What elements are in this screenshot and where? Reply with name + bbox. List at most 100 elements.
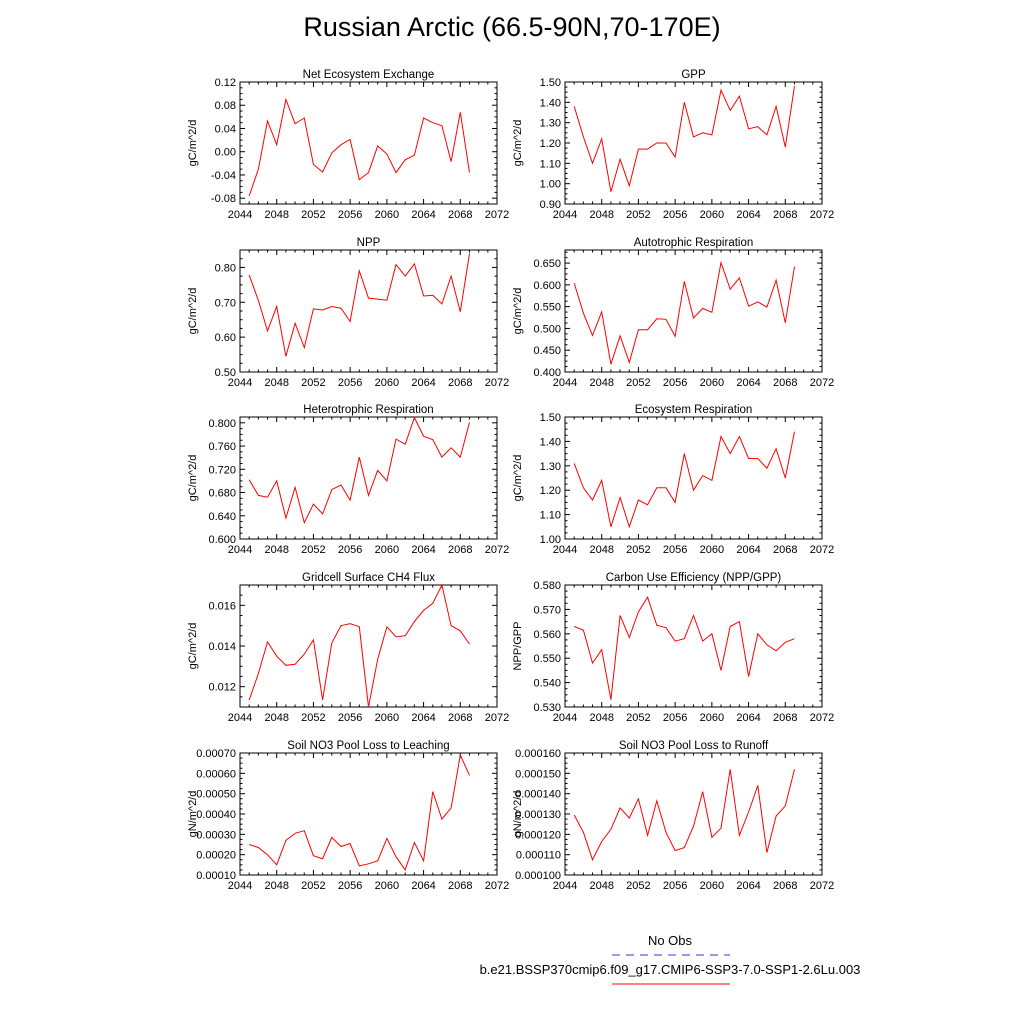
panel-title: Heterotrophic Respiration — [303, 404, 433, 416]
x-tick-label: 2072 — [485, 377, 509, 389]
y-tick-label: -0.08 — [211, 193, 236, 205]
x-tick-label: 2044 — [228, 544, 252, 556]
y-axis-label: gN/m^2/d — [187, 791, 199, 838]
x-tick-label: 2068 — [448, 880, 472, 892]
legend-run-label: b.e21.BSSP370cmip6.f09_g17.CMIP6-SSP3-7.… — [479, 962, 861, 977]
series-line — [573, 86, 795, 192]
y-tick-label: 0.00010 — [196, 870, 236, 882]
y-tick-label: 0.016 — [208, 600, 236, 612]
y-tick-label: 0.680 — [208, 488, 236, 500]
plot-frame — [239, 249, 498, 373]
x-tick-label: 2052 — [626, 377, 650, 389]
y-tick-label: 1.50 — [540, 412, 561, 424]
x-tick-label: 2060 — [700, 880, 724, 892]
x-tick-label: 2072 — [485, 544, 509, 556]
y-tick-label: 1.30 — [540, 118, 561, 130]
y-tick-label: 1.50 — [540, 77, 561, 89]
x-tick-label: 2056 — [338, 880, 362, 892]
y-tick-label: 0.04 — [215, 123, 236, 135]
y-tick-label: 0.720 — [208, 464, 236, 476]
y-axis-label: gN/m^2/d — [512, 791, 524, 838]
x-tick-label: 2048 — [589, 712, 613, 724]
y-tick-label: 0.00020 — [196, 850, 236, 862]
y-tick-label: 0.00030 — [196, 829, 236, 841]
y-tick-label: 0.640 — [208, 511, 236, 523]
y-tick-label: 0.000120 — [515, 829, 561, 841]
x-tick-label: 2072 — [485, 712, 509, 724]
plot-frame — [239, 584, 498, 708]
x-tick-label: 2048 — [264, 377, 288, 389]
y-tick-label: 0.50 — [215, 367, 236, 379]
chart-panel-7: Gridcell Surface CH4 Flux gC/m^2/d 2044 204… — [187, 572, 509, 724]
x-tick-label: 2044 — [553, 544, 577, 556]
y-tick-label: 0.000160 — [515, 748, 561, 760]
x-tick-label: 2072 — [810, 209, 834, 221]
x-tick-label: 2048 — [589, 377, 613, 389]
y-axis-label: gC/m^2/d — [187, 288, 199, 335]
y-tick-label: 0.60 — [215, 332, 236, 344]
x-tick-label: 2060 — [375, 544, 399, 556]
x-tick-label: 2068 — [773, 377, 797, 389]
x-tick-label: 2048 — [589, 209, 613, 221]
x-tick-label: 2068 — [448, 712, 472, 724]
y-tick-label: 1.10 — [540, 158, 561, 170]
x-tick-label: 2056 — [663, 712, 687, 724]
x-tick-label: 2072 — [485, 209, 509, 221]
series-line — [248, 583, 470, 708]
series-line — [573, 260, 795, 365]
y-tick-label: -0.04 — [211, 170, 236, 182]
plot-frame — [239, 81, 498, 205]
x-tick-label: 2064 — [411, 544, 435, 556]
plot-frame — [564, 584, 823, 708]
x-tick-label: 2068 — [448, 377, 472, 389]
x-tick-label: 2064 — [411, 880, 435, 892]
y-tick-label: 0.450 — [533, 345, 561, 357]
series-line — [573, 769, 795, 862]
panel-title: NPP — [357, 237, 381, 249]
y-axis-label: gC/m^2/d — [512, 288, 524, 335]
x-tick-label: 2044 — [553, 880, 577, 892]
y-tick-label: 0.80 — [215, 262, 236, 274]
x-tick-label: 2068 — [773, 209, 797, 221]
y-tick-label: 1.20 — [540, 485, 561, 497]
x-tick-label: 2060 — [375, 209, 399, 221]
y-tick-label: 0.580 — [533, 580, 561, 592]
panel-title: Carbon Use Efficiency (NPP/GPP) — [606, 572, 782, 584]
x-tick-label: 2072 — [810, 544, 834, 556]
chart-panel-2: GPP gC/m^2/d 2044 2048 2052 2056 2060 2064 2068 2… — [512, 69, 834, 221]
x-tick-label: 2056 — [663, 209, 687, 221]
x-tick-label: 2052 — [626, 209, 650, 221]
x-tick-label: 2064 — [411, 377, 435, 389]
y-tick-label: 0.000100 — [515, 870, 561, 882]
y-tick-label: 0.400 — [533, 367, 561, 379]
chart-panel-6: Ecosystem Respiration gC/m^2/d 2044 2048 205… — [512, 404, 834, 556]
x-tick-label: 2052 — [626, 880, 650, 892]
x-tick-label: 2052 — [301, 712, 325, 724]
plot-frame — [564, 416, 823, 540]
series-line — [248, 416, 470, 525]
x-tick-label: 2060 — [700, 712, 724, 724]
x-tick-label: 2068 — [448, 209, 472, 221]
series-line — [248, 97, 470, 197]
y-tick-label: 0.530 — [533, 702, 561, 714]
x-tick-label: 2044 — [228, 209, 252, 221]
chart-panel-4: Autotrophic Respiration gC/m^2/d 2044 2048 2… — [512, 237, 834, 389]
x-tick-label: 2068 — [773, 544, 797, 556]
x-tick-label: 2044 — [553, 209, 577, 221]
chart-panel-10: Soil NO3 Pool Loss to Runoff gN/m^2/d 2044… — [512, 740, 834, 892]
y-tick-label: 0.12 — [215, 77, 236, 89]
y-tick-label: 0.550 — [533, 302, 561, 314]
y-tick-label: 0.560 — [533, 629, 561, 641]
x-tick-label: 2060 — [700, 544, 724, 556]
x-tick-label: 2056 — [663, 880, 687, 892]
y-tick-label: 0.550 — [533, 653, 561, 665]
plot-frame — [564, 249, 823, 373]
panel-title: Net Ecosystem Exchange — [303, 69, 435, 81]
x-tick-label: 2068 — [773, 880, 797, 892]
y-tick-label: 0.800 — [208, 418, 236, 430]
y-tick-label: 0.650 — [533, 258, 561, 270]
x-tick-label: 2048 — [264, 209, 288, 221]
x-tick-label: 2048 — [264, 880, 288, 892]
series-line — [249, 753, 470, 872]
y-tick-label: 0.00040 — [196, 809, 236, 821]
